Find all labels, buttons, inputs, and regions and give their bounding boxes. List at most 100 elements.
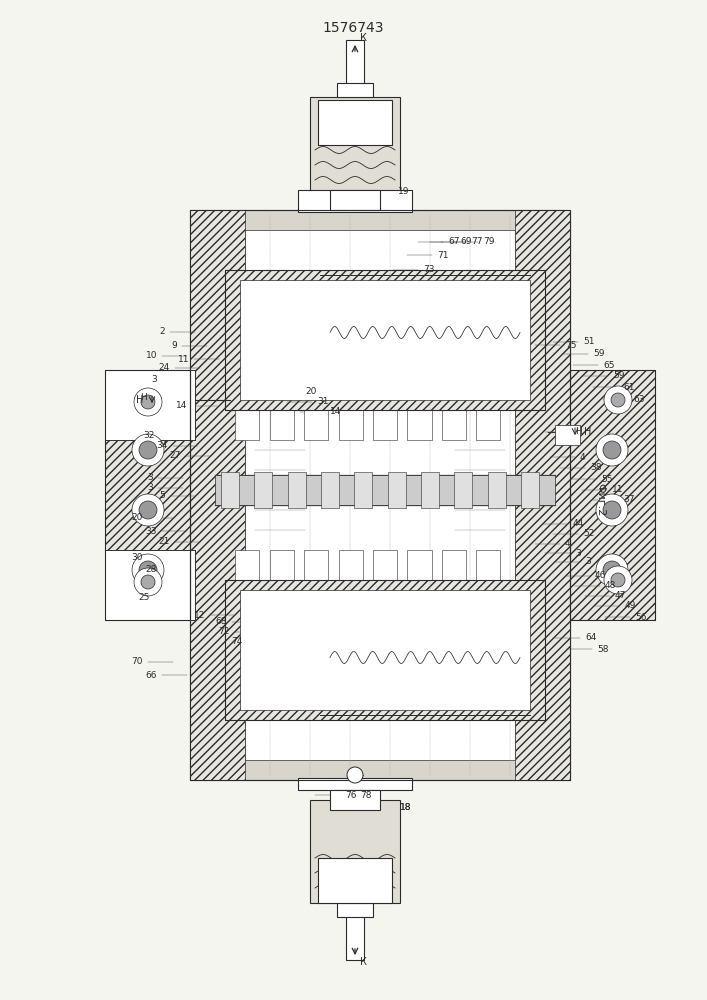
Bar — [105, 370, 190, 620]
Text: 3: 3 — [151, 375, 157, 384]
Text: 32: 32 — [144, 430, 155, 440]
Bar — [354, 472, 373, 508]
Bar — [310, 800, 400, 903]
Bar — [346, 40, 364, 90]
Bar — [288, 472, 305, 508]
Circle shape — [604, 386, 632, 414]
Text: 11: 11 — [612, 486, 624, 494]
Bar — [330, 190, 380, 210]
Text: 20: 20 — [132, 514, 143, 522]
Circle shape — [604, 566, 632, 594]
Text: 11: 11 — [177, 355, 189, 363]
Circle shape — [139, 441, 157, 459]
Text: 71: 71 — [437, 250, 448, 259]
Text: К: К — [360, 33, 366, 43]
Circle shape — [132, 554, 164, 586]
Text: 55: 55 — [601, 475, 612, 484]
Text: 25: 25 — [139, 593, 150, 602]
Bar — [245, 230, 515, 760]
Bar — [373, 550, 397, 580]
Circle shape — [596, 494, 628, 526]
Bar — [190, 210, 570, 780]
Circle shape — [603, 441, 621, 459]
Bar — [570, 370, 655, 620]
Text: 3: 3 — [585, 558, 591, 566]
Text: 3: 3 — [147, 484, 153, 492]
Bar — [235, 410, 259, 440]
Text: 79: 79 — [483, 237, 494, 246]
Text: 68: 68 — [216, 617, 227, 626]
Text: 31: 31 — [317, 397, 329, 406]
Text: 58: 58 — [597, 645, 609, 654]
Bar — [488, 472, 506, 508]
Text: 59: 59 — [593, 350, 604, 359]
Text: 38: 38 — [590, 464, 602, 473]
Text: 76: 76 — [345, 790, 356, 800]
Text: 1576743: 1576743 — [322, 21, 384, 35]
Bar — [235, 550, 259, 580]
Text: 34: 34 — [157, 442, 168, 450]
Text: 21: 21 — [158, 538, 170, 546]
Bar — [339, 550, 363, 580]
Bar — [442, 550, 466, 580]
Bar — [225, 270, 545, 410]
Bar — [337, 903, 373, 917]
Text: 24: 24 — [159, 363, 170, 372]
Text: 63: 63 — [633, 394, 645, 403]
Bar — [105, 370, 195, 440]
Bar — [521, 472, 539, 508]
Bar — [225, 270, 545, 410]
Bar — [373, 410, 397, 440]
Bar — [105, 370, 190, 620]
Text: 70: 70 — [132, 658, 143, 666]
Text: 44: 44 — [573, 520, 584, 528]
Bar — [221, 472, 239, 508]
Bar — [269, 410, 293, 440]
Text: 65: 65 — [603, 360, 614, 369]
Bar — [105, 550, 195, 620]
Bar — [298, 190, 412, 212]
Text: 48: 48 — [605, 582, 617, 590]
Text: 12: 12 — [194, 610, 205, 619]
Text: 66: 66 — [146, 670, 157, 680]
Bar — [298, 778, 412, 790]
Text: 3: 3 — [147, 474, 153, 483]
Text: 14: 14 — [175, 401, 187, 410]
Bar — [346, 912, 364, 960]
Bar — [105, 370, 195, 440]
Circle shape — [141, 575, 155, 589]
Text: 77: 77 — [471, 237, 482, 246]
Text: Н: Н — [140, 393, 147, 402]
Bar — [477, 410, 501, 440]
Circle shape — [139, 501, 157, 519]
Circle shape — [347, 767, 363, 783]
Bar — [240, 590, 530, 710]
Circle shape — [611, 573, 625, 587]
Text: 47: 47 — [615, 591, 626, 600]
Text: 3: 3 — [575, 548, 580, 558]
Bar — [304, 410, 328, 440]
Text: 19: 19 — [398, 188, 409, 196]
Text: К: К — [360, 957, 366, 967]
Text: 51: 51 — [583, 338, 595, 347]
Text: 10: 10 — [146, 352, 157, 360]
Text: Н: Н — [584, 427, 591, 437]
Bar — [240, 280, 530, 400]
Text: Фиг.2: Фиг.2 — [595, 483, 605, 517]
Text: 20: 20 — [305, 387, 316, 396]
Text: 49: 49 — [625, 601, 636, 610]
Text: 14: 14 — [330, 408, 341, 416]
Bar — [387, 472, 406, 508]
Text: 18: 18 — [400, 804, 411, 812]
Text: 69: 69 — [460, 237, 472, 246]
Bar — [105, 370, 195, 440]
Bar — [442, 410, 466, 440]
Text: 72: 72 — [218, 628, 230, 637]
Bar — [407, 550, 431, 580]
Bar — [225, 580, 545, 720]
Circle shape — [134, 388, 162, 416]
Text: 37: 37 — [623, 495, 634, 504]
Circle shape — [596, 554, 628, 586]
Text: 59: 59 — [613, 371, 624, 380]
Bar — [304, 550, 328, 580]
